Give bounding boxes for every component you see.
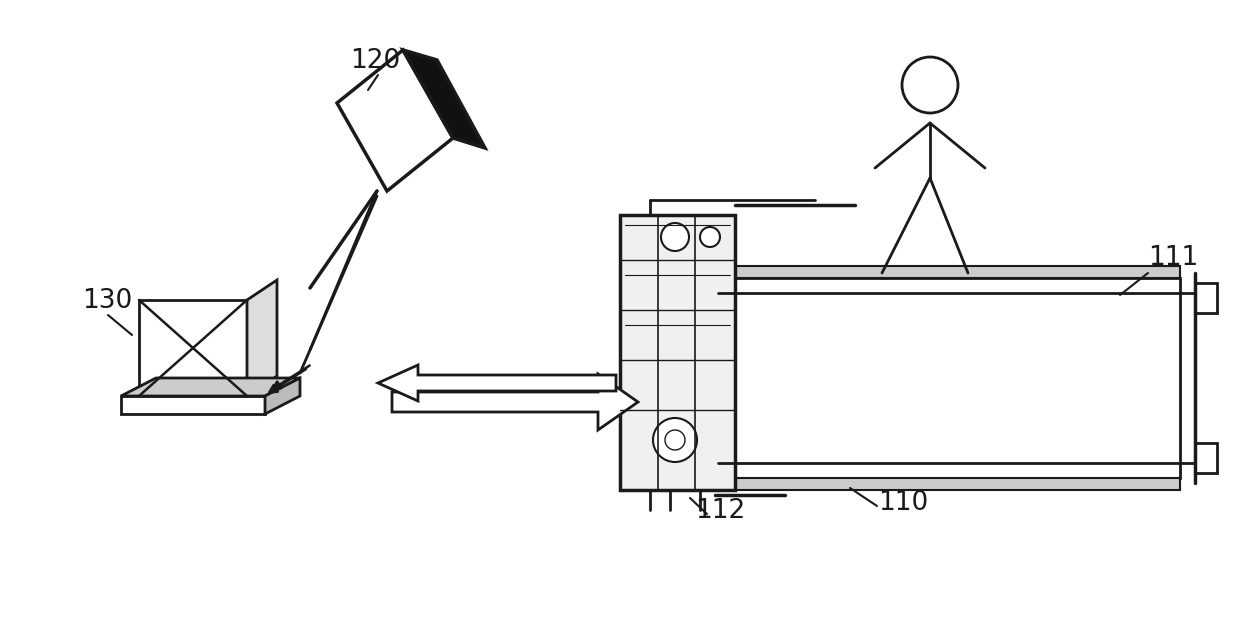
Polygon shape <box>122 378 300 396</box>
Polygon shape <box>265 378 300 414</box>
Circle shape <box>701 227 720 247</box>
Polygon shape <box>139 300 247 396</box>
Text: 110: 110 <box>878 490 929 516</box>
Text: 112: 112 <box>694 498 745 524</box>
Circle shape <box>665 430 684 450</box>
Polygon shape <box>1195 283 1216 313</box>
Polygon shape <box>392 374 639 430</box>
Polygon shape <box>122 396 265 414</box>
Polygon shape <box>718 478 1180 490</box>
Text: 120: 120 <box>350 48 401 74</box>
Circle shape <box>661 223 689 251</box>
Text: 130: 130 <box>82 288 133 314</box>
Text: 111: 111 <box>1148 245 1198 271</box>
Polygon shape <box>718 278 1180 478</box>
Polygon shape <box>620 215 735 490</box>
Circle shape <box>901 57 959 113</box>
Polygon shape <box>378 365 616 401</box>
Circle shape <box>653 418 697 462</box>
Polygon shape <box>247 280 277 396</box>
Polygon shape <box>403 50 485 148</box>
Polygon shape <box>337 50 453 191</box>
Polygon shape <box>1195 443 1216 473</box>
Polygon shape <box>718 266 1180 278</box>
